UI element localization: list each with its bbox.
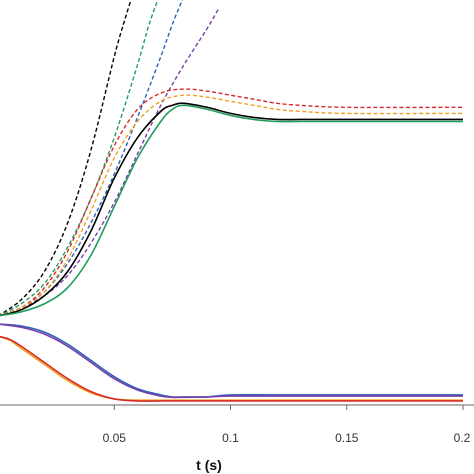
series-line-10 — [0, 323, 463, 399]
series-layer — [0, 0, 464, 402]
series-line-4 — [0, 7, 220, 316]
x-axis-title: t (s) — [196, 457, 222, 473]
tick-layer: 0.05 0.1 0.15 0.2 — [103, 405, 471, 445]
series-line-5 — [0, 88, 464, 317]
x-tick-label-1: 0.05 — [103, 431, 127, 445]
series-line-12 — [0, 335, 463, 402]
series-line-2 — [0, 0, 159, 316]
series-line-7 — [0, 102, 463, 317]
x-tick-label-3: 0.15 — [335, 431, 359, 445]
series-line-9 — [0, 323, 463, 398]
x-tick-label-4: 0.2 — [454, 431, 471, 445]
series-line-8 — [0, 104, 463, 317]
series-line-1 — [0, 0, 132, 316]
series-line-6 — [0, 94, 464, 316]
x-tick-label-2: 0.1 — [222, 431, 239, 445]
series-line-3 — [0, 0, 184, 316]
